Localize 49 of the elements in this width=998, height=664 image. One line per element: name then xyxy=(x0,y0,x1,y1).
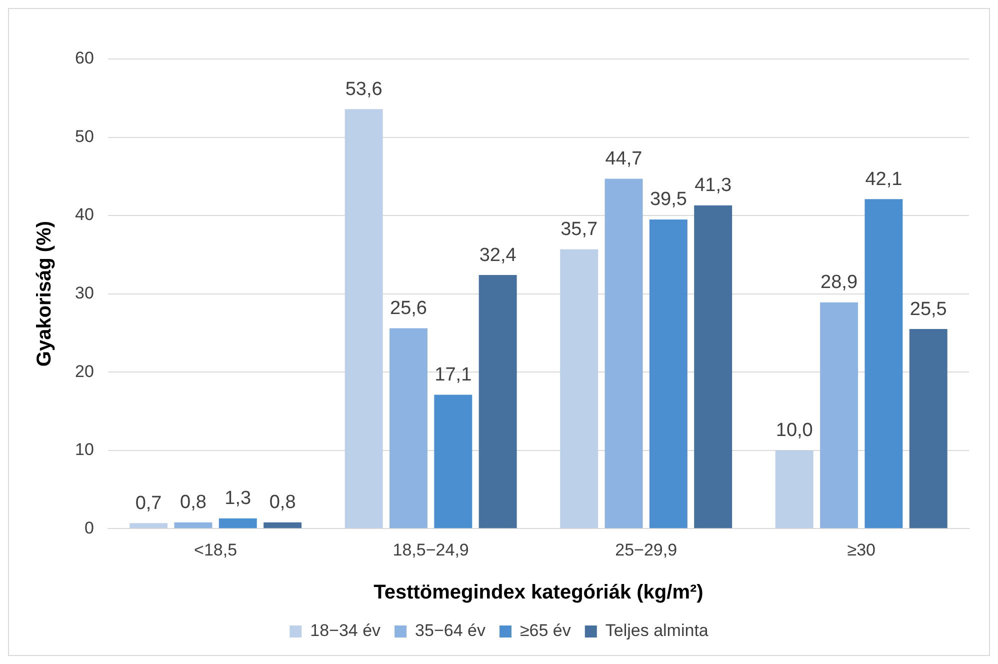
data-label: 10,0 xyxy=(776,420,813,442)
x-tick-label: <18,5 xyxy=(194,540,238,560)
bar xyxy=(775,450,814,528)
y-axis-title: Gyakoriság (%) xyxy=(34,220,56,367)
data-label: 25,6 xyxy=(390,298,427,319)
data-label: 39,5 xyxy=(650,189,687,210)
x-tick-label: ≥30 xyxy=(847,540,876,560)
bar xyxy=(694,205,732,528)
x-tick-label: 25−29,9 xyxy=(615,540,678,560)
bar xyxy=(130,523,168,528)
bar xyxy=(344,109,383,528)
data-label: 53,6 xyxy=(345,78,382,100)
data-label: 0,8 xyxy=(180,492,206,514)
data-label: 1,3 xyxy=(224,488,252,510)
legend-label: 18−34 év xyxy=(310,621,382,640)
data-label: 42,1 xyxy=(865,168,902,190)
bar xyxy=(649,219,688,528)
x-axis-title: Testtömegindex kategóriák (kg/m²) xyxy=(374,582,704,604)
data-label: 35,7 xyxy=(560,218,598,240)
y-tick-label: 10 xyxy=(74,440,94,460)
bar xyxy=(264,522,302,528)
legend-label: Teljes alminta xyxy=(605,621,709,640)
legend-label: 35−64 év xyxy=(415,621,486,640)
y-tick-label: 40 xyxy=(74,205,94,224)
bar xyxy=(478,275,517,528)
data-label: 28,9 xyxy=(820,272,858,294)
bar xyxy=(864,199,903,528)
data-label: 17,1 xyxy=(434,364,472,386)
data-label: 32,4 xyxy=(479,244,517,266)
bar xyxy=(560,249,598,528)
bar xyxy=(604,178,643,528)
bar xyxy=(820,302,858,528)
data-label: 41,3 xyxy=(694,175,732,196)
y-tick-label: 60 xyxy=(74,48,94,68)
y-tick-label: 0 xyxy=(84,518,94,538)
bar xyxy=(218,518,257,528)
y-tick-label: 30 xyxy=(74,283,94,302)
y-tick-label: 50 xyxy=(74,126,94,146)
bar xyxy=(909,329,948,528)
bar xyxy=(434,394,472,528)
data-label: 0,8 xyxy=(269,492,296,514)
bar xyxy=(390,328,428,528)
data-label: 44,7 xyxy=(605,148,642,170)
y-tick-label: 20 xyxy=(74,362,94,381)
x-tick-label: 18,5−24,9 xyxy=(392,540,469,560)
data-label: 25,5 xyxy=(910,298,947,320)
data-label: 0,7 xyxy=(135,492,162,514)
legend-label: ≥65 év xyxy=(520,621,572,640)
bar xyxy=(174,522,212,528)
